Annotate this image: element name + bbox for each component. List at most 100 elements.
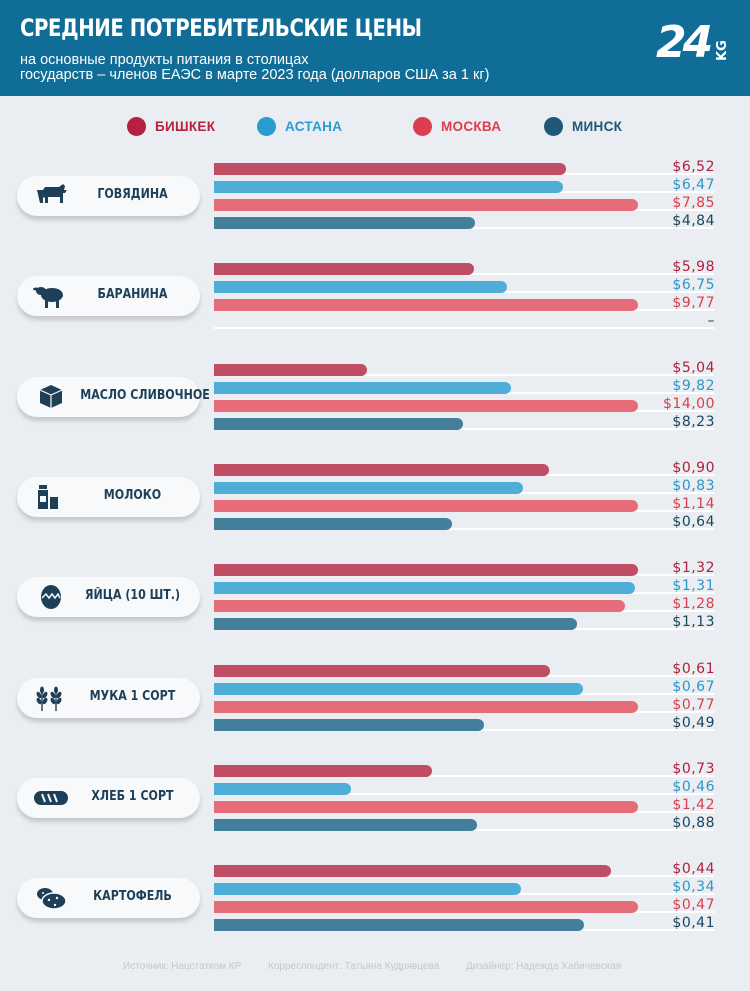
bar: [214, 399, 638, 412]
header: СРЕДНИЕ ПОТРЕБИТЕЛЬСКИЕ ЦЕНЫ на основные…: [0, 0, 750, 96]
value-label: $5,04: [672, 359, 715, 376]
product-label: МОЛОКО: [103, 487, 162, 503]
value-label: $4,84: [672, 213, 715, 229]
value-label: $0,41: [672, 915, 715, 932]
bar: [214, 718, 484, 731]
wheat-icon: [33, 685, 69, 711]
bar: [214, 463, 549, 476]
value-label: $8,23: [672, 413, 715, 430]
legend-dot: [413, 116, 432, 136]
page-title: СРЕДНИЕ ПОТРЕБИТЕЛЬСКИЕ ЦЕНЫ: [20, 14, 422, 42]
product-card: ЯЙЦА (10 ШТ.): [17, 577, 200, 618]
milk-icon: [33, 484, 69, 510]
product-label: ХЛЕБ 1 СОРТ: [91, 788, 174, 804]
bar: [214, 764, 432, 777]
cow-icon: [33, 183, 69, 209]
bar: [214, 818, 477, 831]
bar: [214, 564, 638, 577]
bar-track: [214, 427, 714, 430]
product-card: КАРТОФЕЛЬ: [17, 878, 200, 919]
bar: [214, 517, 452, 530]
product-card: МУКА 1 СОРТ: [17, 677, 200, 718]
product-label: МАСЛО СЛИВОЧНОЕ: [80, 387, 210, 403]
bar: [214, 600, 625, 613]
value-label: $6,52: [672, 159, 715, 175]
bar: [214, 499, 638, 512]
bar: [214, 618, 577, 631]
legend-dot: [257, 116, 276, 136]
bar: [214, 883, 521, 896]
value-label: $7,85: [672, 195, 715, 211]
bar: [214, 901, 638, 914]
value-label: $6,47: [672, 177, 715, 193]
bar: [214, 865, 611, 878]
product-card: ХЛЕБ 1 СОРТ: [17, 777, 200, 818]
legend-dot: [544, 116, 563, 136]
bar: [214, 299, 638, 312]
bar: [214, 481, 523, 494]
product-label: БАРАНИНА: [97, 287, 168, 303]
product-label: ЯЙЦА (10 ШТ.): [84, 588, 181, 604]
value-label: $9,82: [672, 377, 715, 394]
svg-text:24: 24: [656, 17, 711, 65]
value-label: $1,32: [672, 560, 715, 577]
bar: [214, 363, 367, 376]
sheep-icon: [33, 283, 69, 309]
value-label: $0,83: [672, 477, 715, 494]
bar: [214, 263, 474, 276]
svg-text:KG: KG: [715, 40, 730, 61]
legend-label: АСТАНА: [285, 118, 343, 134]
value-label: $0,73: [672, 760, 715, 777]
butter-icon: [33, 384, 69, 410]
bar: [214, 664, 550, 677]
subtitle-line-1: на основные продукты питания в столицах: [20, 52, 309, 68]
bar: [214, 199, 638, 211]
bar: [214, 919, 584, 932]
product-card: БАРАНИНА: [17, 276, 200, 317]
value-label: $6,75: [672, 277, 715, 294]
value-label: $1,13: [672, 614, 715, 631]
legend-label: БИШКЕК: [155, 118, 216, 134]
legend-label: МОСКВА: [441, 118, 502, 134]
bar: [214, 682, 583, 695]
legend-item-4: МИНСК: [544, 116, 622, 136]
bar: [214, 417, 463, 430]
legend-item-1: БИШКЕК: [127, 116, 215, 136]
value-label: $0,61: [672, 660, 715, 677]
footer-correspondent: Корреспондент: Татьяна Кудрявцева: [268, 961, 440, 972]
value-label: $5,98: [672, 259, 715, 276]
bar-track: [214, 774, 714, 777]
bar: [214, 181, 563, 193]
bar-track: [214, 792, 714, 795]
value-label: $0,77: [672, 696, 715, 713]
bar: [214, 281, 507, 294]
product-card: МАСЛО СЛИВОЧНОЕ: [17, 376, 210, 417]
logo-24kg: 24 KG: [656, 17, 730, 65]
potato-icon: [33, 885, 69, 911]
legend-item-3: МОСКВА: [413, 116, 501, 136]
product-label: МУКА 1 СОРТ: [89, 688, 176, 704]
bar-track: [214, 527, 714, 530]
product-label: КАРТОФЕЛЬ: [93, 889, 172, 905]
value-label: $0,64: [672, 513, 715, 530]
product-card: ГОВЯДИНА: [17, 176, 200, 216]
bar: [214, 217, 475, 229]
value-label: –: [707, 313, 715, 330]
value-label: $0,49: [672, 714, 715, 731]
value-label: $0,47: [672, 897, 715, 914]
bread-icon: [33, 785, 69, 811]
value-label: $0,44: [672, 861, 715, 878]
legend-label: МИНСК: [572, 118, 623, 134]
value-label: $0,46: [672, 778, 715, 795]
bar: [214, 582, 635, 595]
value-label: $0,34: [672, 879, 715, 896]
value-label: $1,42: [672, 796, 715, 813]
footer-source: Источник: Нацстатком КР: [123, 961, 242, 972]
value-label: $9,77: [672, 295, 715, 312]
bar: [214, 381, 511, 394]
subtitle-line-2: государств – членов ЕАЭС в марте 2023 го…: [20, 67, 490, 83]
product-card: МОЛОКО: [17, 476, 200, 517]
bar: [214, 700, 638, 713]
footer-designer: Дизайнер: Надежда Хабичевская: [466, 961, 622, 972]
value-label: $14,00: [663, 395, 715, 412]
